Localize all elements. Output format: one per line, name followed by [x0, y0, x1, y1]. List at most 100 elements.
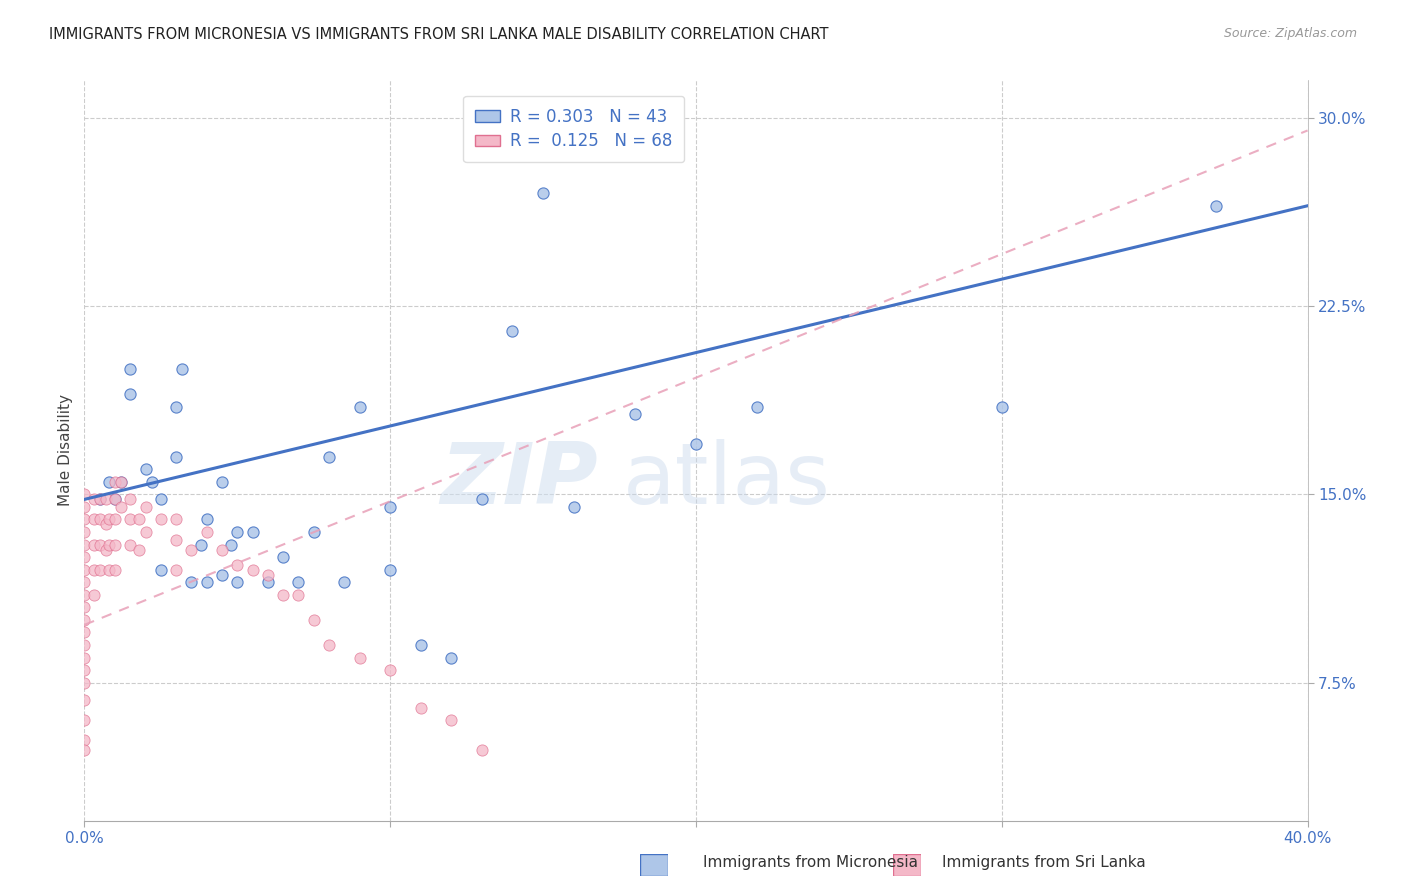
Point [211, 567, 233, 582]
Point [624, 407, 647, 421]
Point [165, 512, 187, 526]
Point [97, 538, 120, 552]
Point [318, 450, 340, 464]
Point [73, 512, 96, 526]
Point [409, 638, 432, 652]
Point [135, 500, 157, 514]
Point [97, 512, 120, 526]
Point [73, 663, 96, 677]
Point [180, 542, 202, 557]
Text: IMMIGRANTS FROM MICRONESIA VS IMMIGRANTS FROM SRI LANKA MALE DISABILITY CORRELAT: IMMIGRANTS FROM MICRONESIA VS IMMIGRANTS… [49, 27, 828, 42]
Point [380, 500, 402, 514]
Point [73, 575, 96, 590]
Point [471, 743, 494, 757]
Point [440, 650, 463, 665]
Point [165, 450, 187, 464]
Point [94, 542, 117, 557]
Point [73, 524, 96, 539]
Point [73, 538, 96, 552]
Point [1205, 199, 1227, 213]
Point [195, 512, 218, 526]
Point [73, 550, 96, 565]
Point [104, 538, 127, 552]
Point [89, 492, 111, 507]
Point [73, 613, 96, 627]
Point [120, 362, 142, 376]
Point [287, 588, 309, 602]
Point [380, 563, 402, 577]
Point [110, 475, 132, 489]
Point [242, 563, 264, 577]
Point [83, 563, 105, 577]
Point [128, 512, 150, 526]
Point [97, 475, 120, 489]
Point [242, 524, 264, 539]
Point [110, 500, 132, 514]
Point [83, 512, 105, 526]
Text: Immigrants from Sri Lanka: Immigrants from Sri Lanka [942, 855, 1146, 870]
Point [349, 400, 371, 414]
Point [149, 563, 172, 577]
Point [97, 563, 120, 577]
Point [128, 542, 150, 557]
Point [380, 663, 402, 677]
Point [135, 462, 157, 476]
Point [471, 492, 494, 507]
Point [120, 512, 142, 526]
Point [83, 538, 105, 552]
Point [226, 558, 249, 572]
Point [104, 492, 127, 507]
Point [172, 362, 194, 376]
Point [94, 492, 117, 507]
Point [104, 492, 127, 507]
Point [120, 538, 142, 552]
Point [83, 492, 105, 507]
Point [257, 567, 280, 582]
Point [502, 324, 524, 338]
Point [302, 524, 325, 539]
Point [89, 538, 111, 552]
Point [73, 693, 96, 707]
Y-axis label: Male Disability: Male Disability [58, 394, 73, 507]
Point [195, 575, 218, 590]
Point [73, 563, 96, 577]
Point [141, 475, 163, 489]
Point [73, 675, 96, 690]
Point [73, 487, 96, 501]
Point [226, 575, 249, 590]
Point [747, 400, 769, 414]
Point [195, 524, 218, 539]
Point [180, 575, 202, 590]
Point [73, 650, 96, 665]
Point [211, 542, 233, 557]
Point [73, 743, 96, 757]
Text: ZIP: ZIP [440, 439, 598, 522]
Point [287, 575, 309, 590]
Point [211, 475, 233, 489]
Point [73, 713, 96, 727]
Point [149, 512, 172, 526]
Point [120, 387, 142, 401]
Point [271, 550, 294, 565]
Point [226, 524, 249, 539]
Point [73, 588, 96, 602]
Point [104, 512, 127, 526]
Point [409, 700, 432, 714]
Point [83, 588, 105, 602]
Point [685, 437, 707, 451]
Point [271, 588, 294, 602]
Point [257, 575, 280, 590]
Point [73, 638, 96, 652]
Point [165, 533, 187, 547]
Point [219, 538, 242, 552]
Point [73, 500, 96, 514]
Text: atlas: atlas [623, 439, 831, 522]
Point [440, 713, 463, 727]
Point [110, 475, 132, 489]
Point [89, 512, 111, 526]
Legend: R = 0.303   N = 43, R =  0.125   N = 68: R = 0.303 N = 43, R = 0.125 N = 68 [464, 96, 683, 162]
Point [333, 575, 356, 590]
Point [302, 613, 325, 627]
Text: Source: ZipAtlas.com: Source: ZipAtlas.com [1223, 27, 1357, 40]
Point [135, 524, 157, 539]
